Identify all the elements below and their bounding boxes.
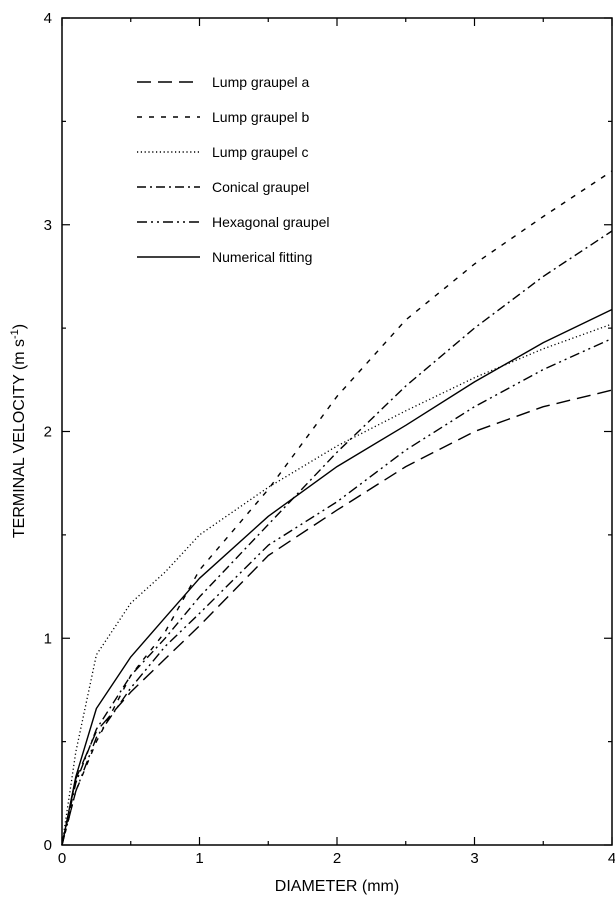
legend-label: Lump graupel c <box>212 144 309 160</box>
legend-label: Lump graupel a <box>212 74 310 90</box>
legend-label: Hexagonal graupel <box>212 214 330 230</box>
y-tick-label: 2 <box>44 424 52 441</box>
x-tick-label: 2 <box>333 850 341 867</box>
y-tick-label: 3 <box>44 217 52 234</box>
series-line-numerical-fitting <box>61 308 613 846</box>
series-line-lump-graupel-a <box>61 389 613 846</box>
y-tick-label: 0 <box>44 837 52 854</box>
x-tick-label: 4 <box>608 850 615 867</box>
y-tick-label: 1 <box>44 630 52 647</box>
legend-label: Lump graupel b <box>212 109 310 125</box>
x-tick-label: 0 <box>58 850 66 867</box>
plot-frame <box>61 17 613 846</box>
x-tick-label: 3 <box>470 850 478 867</box>
x-tick-label: 1 <box>195 850 203 867</box>
series-line-lump-graupel-c <box>61 323 613 846</box>
legend: Lump graupel a Lump graupel b Lump graupel… <box>137 74 330 265</box>
legend-label: Numerical fitting <box>212 249 312 265</box>
axis-ticks: 0 1 2 3 4 0 1 2 3 4 <box>44 10 615 867</box>
series-line-conical-graupel <box>61 230 613 846</box>
series-layer <box>61 170 613 846</box>
x-axis-title: DIAMETER (mm) <box>275 878 399 895</box>
legend-label: Conical graupel <box>212 179 309 195</box>
series-line-lump-graupel-b <box>61 170 613 846</box>
y-axis-title-superscript: -1 <box>9 329 21 339</box>
y-axis-title-end: ) <box>11 324 28 329</box>
y-tick-label: 4 <box>44 10 52 27</box>
series-line-hexagonal-graupel <box>61 337 613 846</box>
y-axis-title-main: TERMINAL VELOCITY (m s <box>11 339 28 538</box>
y-axis-title: TERMINAL VELOCITY (m s-1) <box>9 324 28 538</box>
